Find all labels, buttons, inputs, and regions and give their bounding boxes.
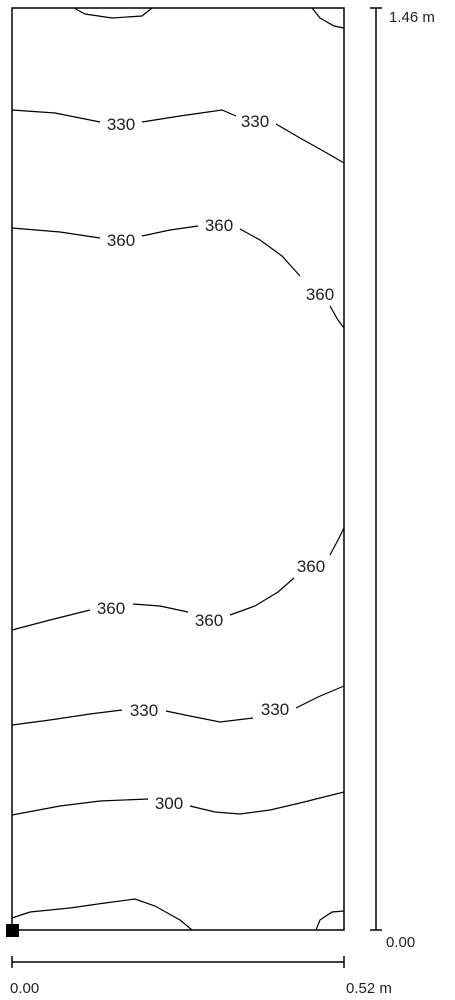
- contour-label: 330: [261, 700, 289, 719]
- plot-frame: [11, 7, 345, 931]
- contour-360-upper: [11, 225, 345, 329]
- x-scale-bar: [11, 956, 345, 968]
- x-axis-start-label: 0.00: [10, 980, 39, 997]
- contour-label: 360: [97, 599, 125, 618]
- contour-top-right-corner: [311, 7, 345, 29]
- origin-marker: [6, 924, 19, 937]
- contour-label: 360: [306, 285, 334, 304]
- contour-labels: 330 330 360 360 360 360 360 360 330 330 …: [97, 112, 334, 813]
- contour-label: 300: [155, 794, 183, 813]
- y-scale-bar: [370, 7, 382, 931]
- contour-330-lower: [11, 685, 345, 726]
- contour-lines: [11, 7, 345, 931]
- y-axis-end-label: 1.46 m: [389, 9, 435, 26]
- contour-330-upper: [11, 109, 345, 164]
- contour-bottom-left-corner: [11, 898, 193, 931]
- contour-bottom-right-corner: [315, 910, 345, 931]
- contour-label: 360: [205, 216, 233, 235]
- contour-top-left-corner: [73, 7, 153, 19]
- y-axis-start-label: 0.00: [386, 934, 415, 951]
- contour-label: 360: [195, 611, 223, 630]
- contour-label: 360: [107, 231, 135, 250]
- contour-label: 330: [130, 701, 158, 720]
- contour-300: [11, 791, 345, 816]
- contour-label: 330: [241, 112, 269, 131]
- contour-label: 330: [107, 115, 135, 134]
- x-axis-end-label: 0.52 m: [346, 980, 392, 997]
- contour-label: 360: [297, 557, 325, 576]
- contour-360-lower: [11, 527, 345, 631]
